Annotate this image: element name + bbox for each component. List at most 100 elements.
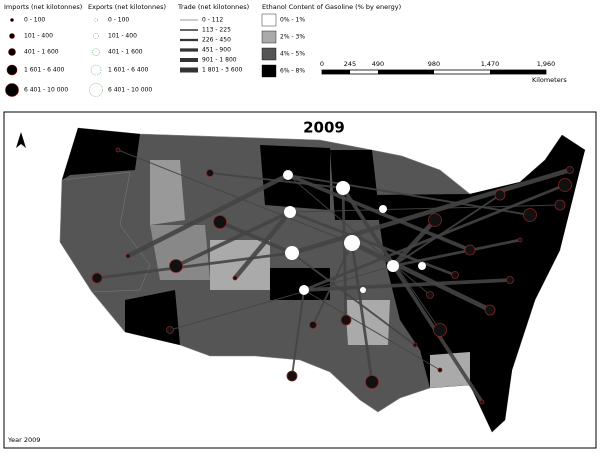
import-dot: [558, 178, 572, 192]
state-region: [430, 352, 470, 388]
import-symbol: [5, 83, 19, 97]
trade-flow: [96, 251, 293, 280]
legend-label: 0 - 100: [24, 17, 45, 24]
legend-label: 901 - 1 800: [202, 57, 237, 64]
legend-label: 401 - 1 600: [24, 49, 59, 56]
legend-label: 0% - 1%: [280, 17, 305, 24]
map-caption: Year 2009: [7, 436, 40, 444]
import-dot: [479, 399, 485, 405]
import-dot: [232, 275, 238, 281]
trade-flow: [287, 173, 471, 252]
import-dot: [286, 370, 298, 382]
import-dot: [91, 272, 103, 284]
trade-flows: [96, 149, 571, 404]
export-dot: [360, 287, 366, 293]
trade-dots: [91, 147, 574, 405]
trade-flow: [175, 210, 291, 268]
legend-title: Ethanol Content of Gasoline (% by energy…: [262, 3, 401, 11]
import-dot: [464, 244, 476, 256]
import-dot: [506, 276, 514, 284]
import-dot: [437, 367, 443, 373]
import-dot: [365, 375, 379, 389]
trade-flow: [291, 167, 571, 256]
trade-flow: [291, 289, 305, 377]
trade-flow: [287, 174, 431, 296]
trade-flow: [392, 238, 521, 268]
import-dot: [517, 237, 523, 243]
state-region: [59, 171, 151, 293]
scale-bar-segment: [490, 70, 546, 74]
scale-tick-label: 1,960: [537, 60, 556, 68]
import-dot: [484, 304, 496, 316]
scale-unit: Kilometers: [532, 76, 567, 84]
ethanol-swatch: [261, 13, 277, 27]
trade-flow: [350, 242, 374, 383]
legend-label: 4% - 5%: [280, 51, 305, 58]
trade-flow: [342, 187, 441, 331]
export-dot: [299, 285, 309, 295]
legend-label: 101 - 400: [24, 33, 53, 40]
export-symbol: [89, 83, 103, 97]
import-dot: [115, 147, 121, 153]
trade-flow: [233, 210, 292, 280]
export-dot: [344, 235, 360, 251]
legend-label: 101 - 400: [108, 33, 137, 40]
scale-bar-segment: [322, 70, 350, 74]
legend-label: 401 - 1 600: [108, 49, 143, 56]
trade-flow: [287, 174, 531, 216]
trade-flow: [392, 194, 501, 267]
state-region: [125, 290, 180, 345]
import-dot: [125, 253, 131, 259]
north-arrow: [16, 132, 26, 148]
trade-flow: [289, 210, 456, 277]
export-symbol: [94, 18, 98, 22]
legend-label: 1 801 - 3 600: [202, 67, 243, 74]
trade-flow: [219, 220, 293, 255]
import-symbol: [8, 48, 16, 56]
state-region: [345, 300, 390, 345]
scale-bar: 0 245 490 980 1,470 1,960 Kilometers: [320, 60, 567, 84]
export-dot: [387, 260, 399, 272]
import-dot: [309, 321, 317, 329]
export-dot: [418, 262, 426, 270]
trade-flow: [350, 240, 492, 313]
trade-flow: [291, 252, 416, 346]
import-dot: [169, 259, 183, 273]
trade-flow: [303, 289, 441, 371]
import-dot: [451, 271, 459, 279]
export-dot: [283, 170, 293, 180]
scale-tick-label: 245: [344, 60, 356, 68]
legend-title: Imports (net kilotonnes): [4, 3, 82, 11]
trade-flow: [117, 149, 353, 244]
import-dot: [433, 323, 447, 337]
legend-label: 113 - 225: [202, 27, 231, 34]
export-symbol: [92, 48, 100, 56]
import-dot: [523, 208, 537, 222]
import-dot: [494, 189, 506, 201]
legend-label: 6 401 - 10 000: [24, 87, 68, 94]
legend-label: 2% - 3%: [280, 34, 305, 41]
legend: Imports (net kilotonnes) 0 - 100 101 - 400…: [4, 3, 401, 97]
map-title: 2009: [303, 119, 345, 137]
legend-label: 0 - 112: [202, 17, 223, 24]
export-dot: [285, 246, 299, 260]
export-dot: [284, 206, 296, 218]
state-region: [150, 160, 185, 225]
trade-flow: [341, 186, 484, 404]
import-dot: [166, 326, 174, 334]
legend-title: Trade (net kilotonnes): [177, 3, 249, 11]
import-dot: [340, 314, 352, 326]
export-symbol: [90, 64, 102, 76]
trade-flow: [126, 172, 290, 259]
scale-tick-label: 0: [320, 60, 324, 68]
export-dot: [379, 205, 387, 213]
scale-bar-segment: [378, 70, 434, 74]
state-region: [62, 128, 140, 180]
scale-tick-label: 980: [428, 60, 440, 68]
import-dot: [412, 342, 418, 348]
export-dot: [336, 181, 350, 195]
legend-label: 1 601 - 6 400: [24, 67, 65, 74]
import-dot: [206, 169, 214, 177]
legend-label: 0 - 100: [108, 17, 129, 24]
legend-label: 451 - 900: [202, 47, 231, 54]
